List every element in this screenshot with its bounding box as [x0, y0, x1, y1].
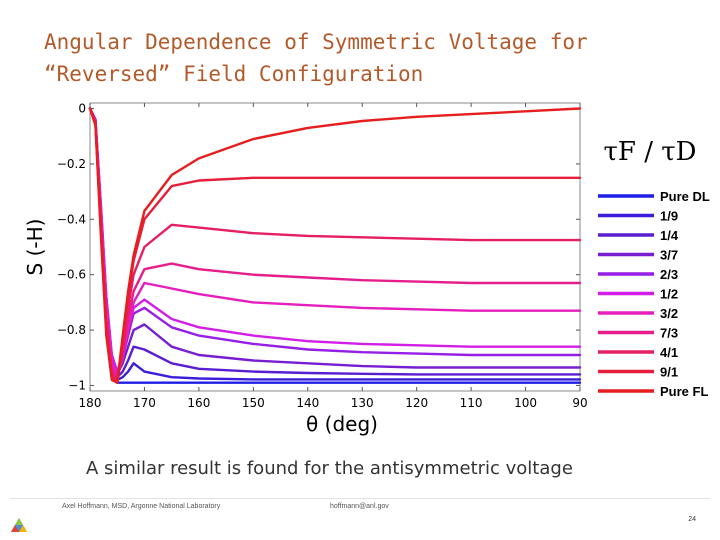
y-tick-label: −0.6 — [57, 268, 86, 282]
series-lines — [88, 107, 582, 384]
slide-title-line-1: Angular Dependence of Symmetric Voltage … — [44, 30, 588, 54]
x-tick-label: 140 — [296, 396, 319, 410]
x-tick-label: 100 — [514, 396, 537, 410]
legend-label: Pure DL — [660, 189, 710, 204]
slide-caption: A similar result is found for the antisy… — [86, 458, 573, 479]
x-axis-label: θ (deg) — [306, 412, 378, 436]
footer-author: Axel Hoffmann, MSD, Argonne National Lab… — [62, 503, 221, 510]
x-tick-label: 110 — [460, 396, 483, 410]
slide-title-line-2: “Reversed” Field Configuration — [44, 62, 424, 86]
legend-label: 1/2 — [660, 287, 678, 302]
y-axis-label: S (-H) — [23, 219, 47, 276]
x-tick-label: 150 — [242, 396, 265, 410]
legend-label: 1/9 — [660, 209, 678, 224]
legend-label: 4/1 — [660, 345, 678, 360]
y-tick-label: 0 — [78, 102, 86, 116]
legend-label: 3/2 — [660, 306, 678, 321]
argonne-triangle-logo-icon — [11, 518, 27, 532]
y-tick-label: −1 — [68, 378, 86, 392]
legend-label: Pure FL — [660, 384, 708, 399]
page-number: 24 — [688, 516, 696, 523]
x-tick-label: 120 — [405, 396, 428, 410]
y-tick-label: −0.4 — [57, 212, 86, 226]
x-axis: 180 170 160 150 140 130 120 110 100 90 — [79, 103, 588, 410]
x-tick-label: 130 — [351, 396, 374, 410]
series-line-10 — [88, 107, 582, 384]
x-tick-label: 160 — [187, 396, 210, 410]
legend: Pure DL 1/9 1/4 3/7 2/3 1/2 3/2 7/3 4/1 9/1 Pure F… — [598, 189, 710, 399]
y-tick-label: −0.2 — [57, 157, 86, 171]
slide-title: Angular Dependence of Symmetric Voltage … — [44, 26, 684, 90]
legend-label: 7/3 — [660, 326, 678, 341]
x-tick-label: 170 — [133, 396, 156, 410]
legend-label: 3/7 — [660, 248, 678, 263]
x-tick-label: 90 — [572, 396, 587, 410]
footer-email: hoffmann@anl.gov — [330, 503, 389, 510]
legend-label: 9/1 — [660, 365, 678, 380]
legend-label: 2/3 — [660, 267, 678, 282]
legend-label: 1/4 — [660, 228, 679, 243]
y-tick-label: −0.8 — [57, 323, 86, 337]
x-tick-label: 180 — [79, 396, 102, 410]
y-axis: 0 −0.2 −0.4 −0.6 −0.8 −1 — [57, 102, 580, 392]
footer-divider — [10, 498, 710, 499]
legend-title: τF / τD — [604, 137, 697, 167]
